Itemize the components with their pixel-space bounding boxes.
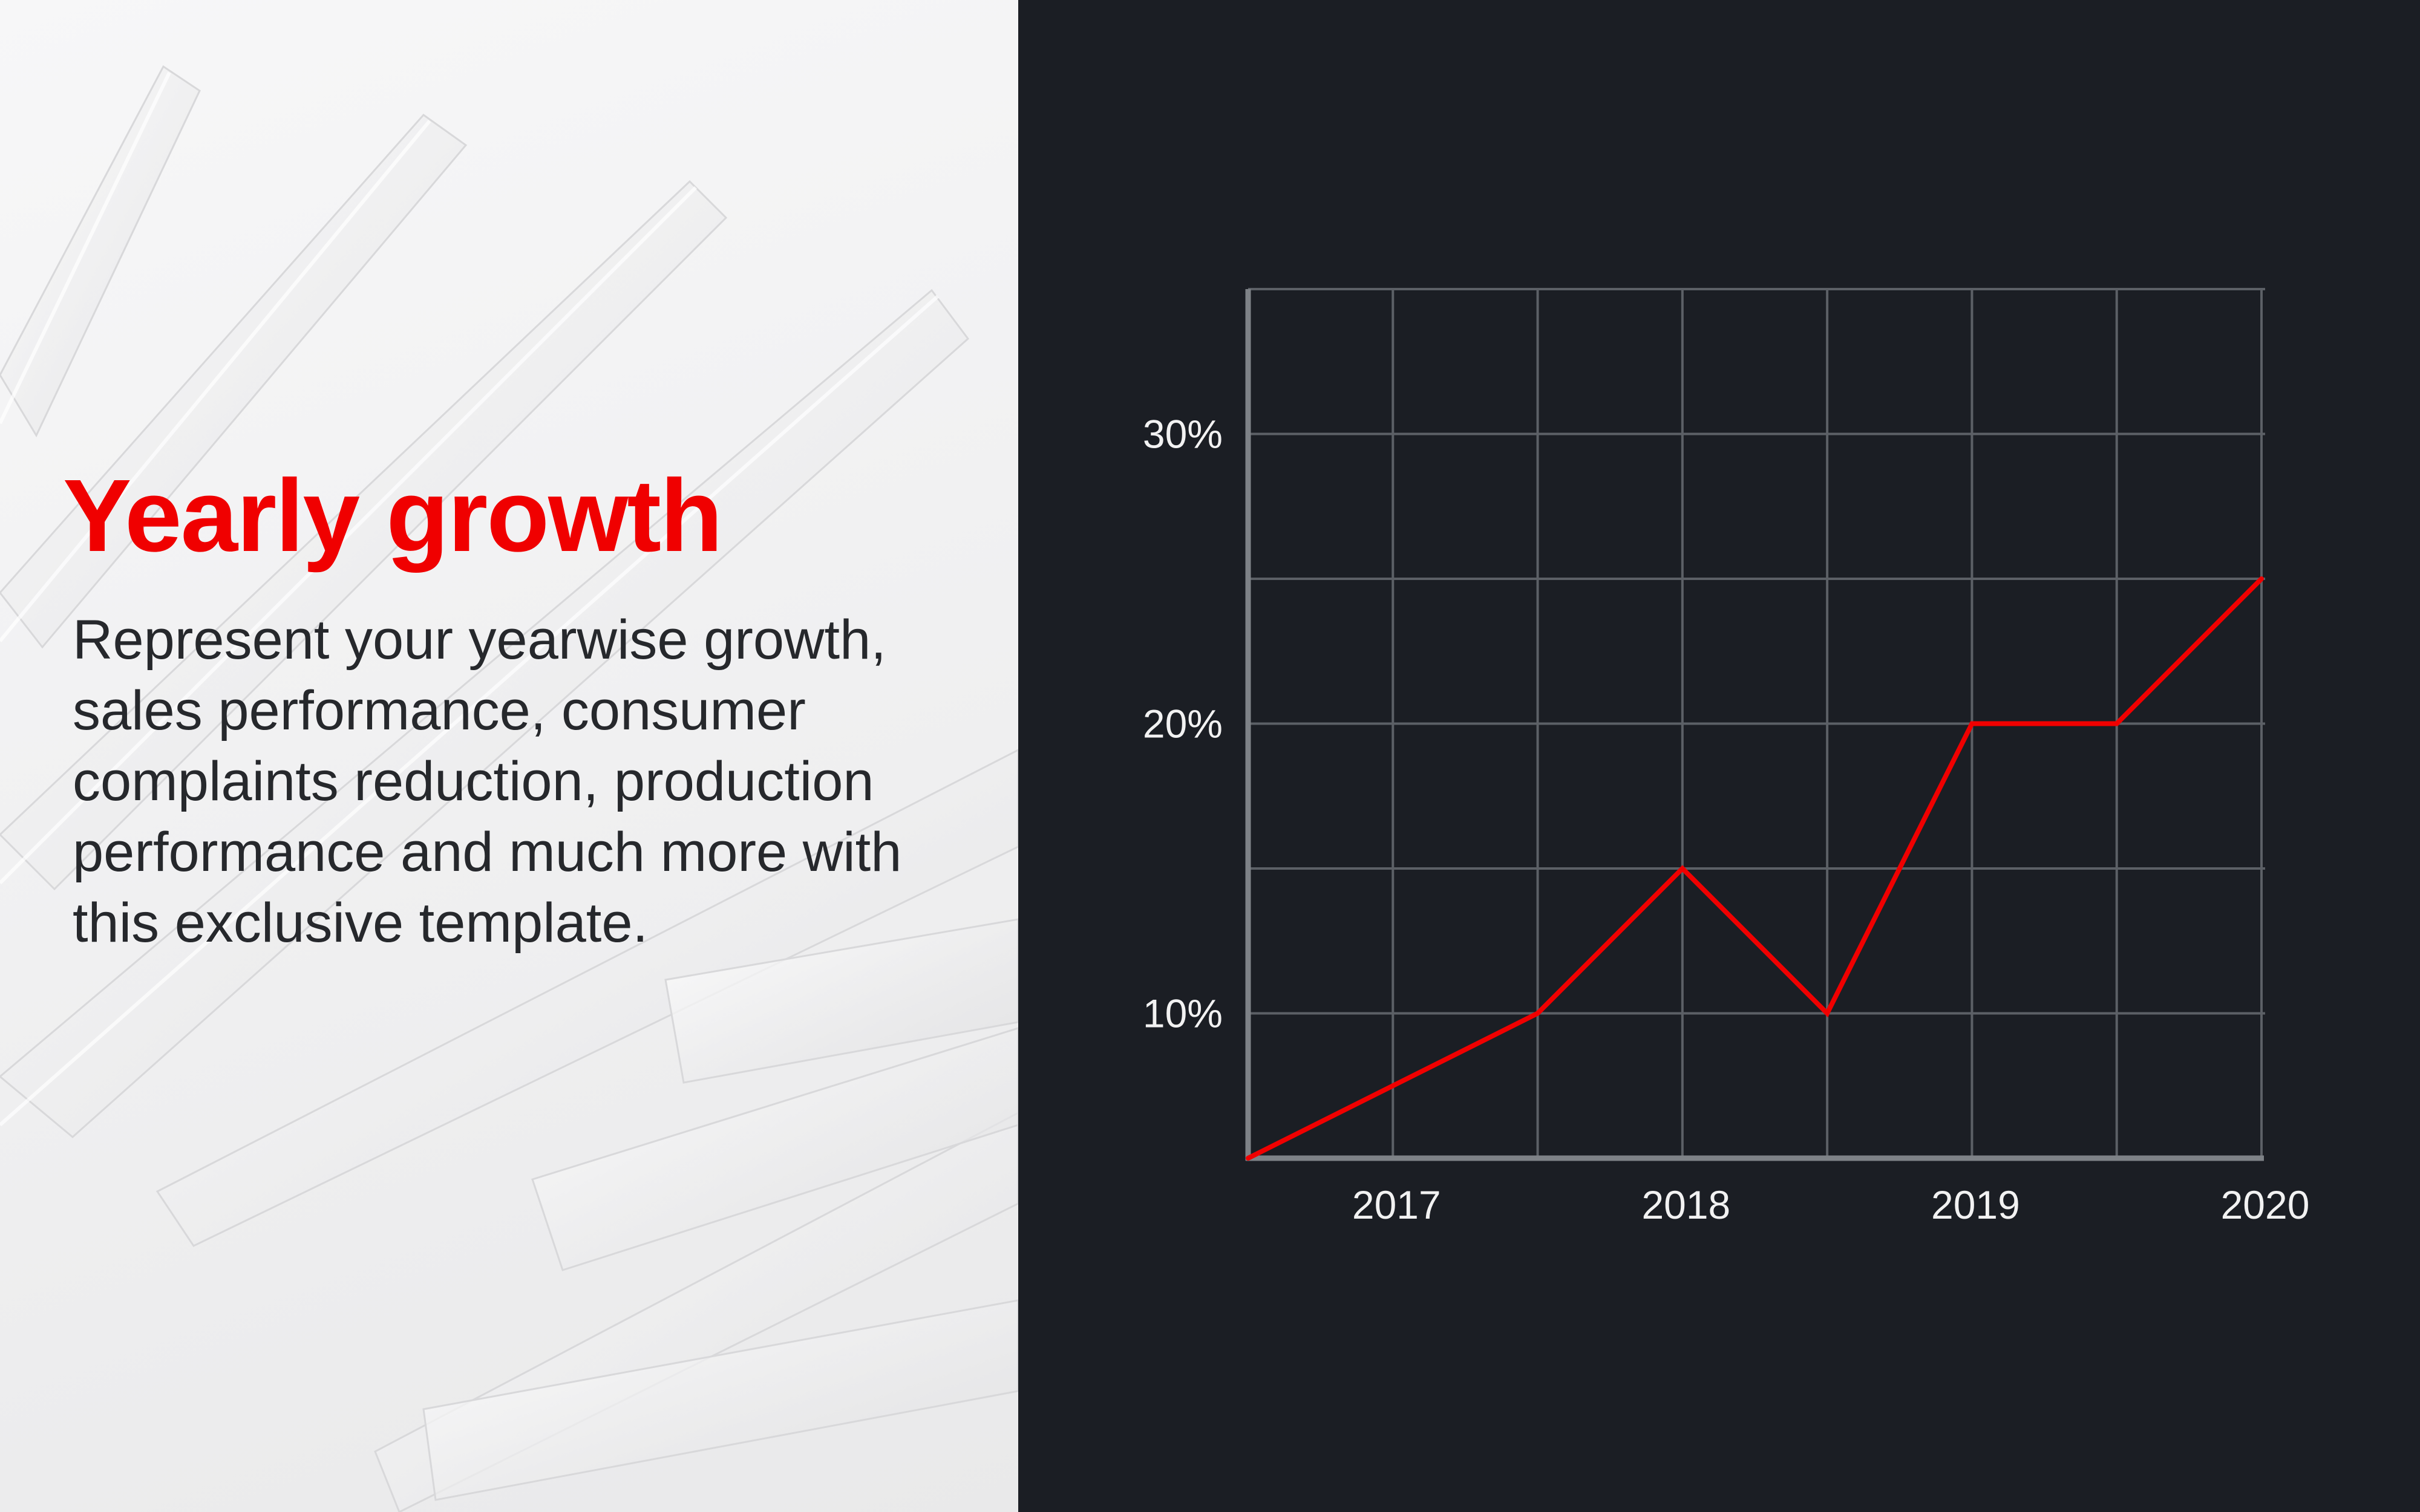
description-text: Represent your yearwise growth, sales pe… <box>73 609 902 954</box>
data-point <box>1825 1011 1830 1016</box>
data-point <box>1679 866 1685 871</box>
y-tick-label: 20% <box>1143 702 1223 746</box>
data-point <box>2114 721 2119 726</box>
data-point <box>1246 1156 1251 1161</box>
x-tick-label: 2020 <box>2221 1182 2310 1227</box>
page-title: Yearly growth <box>63 458 723 573</box>
x-tick-label: 2019 <box>1931 1182 2020 1227</box>
x-tick-label: 2017 <box>1352 1182 1441 1227</box>
data-point <box>1969 721 1975 726</box>
x-tick-label: 2018 <box>1641 1182 1730 1227</box>
left-panel: Yearly growth Represent your yearwise gr… <box>0 0 1018 1512</box>
background-paper-fan-art <box>0 65 1018 1512</box>
y-tick-label: 10% <box>1143 991 1223 1036</box>
data-point <box>2259 576 2264 581</box>
chart-panel <box>1018 0 2420 1512</box>
y-tick-label: 30% <box>1143 412 1223 457</box>
data-point <box>1535 1011 1540 1016</box>
